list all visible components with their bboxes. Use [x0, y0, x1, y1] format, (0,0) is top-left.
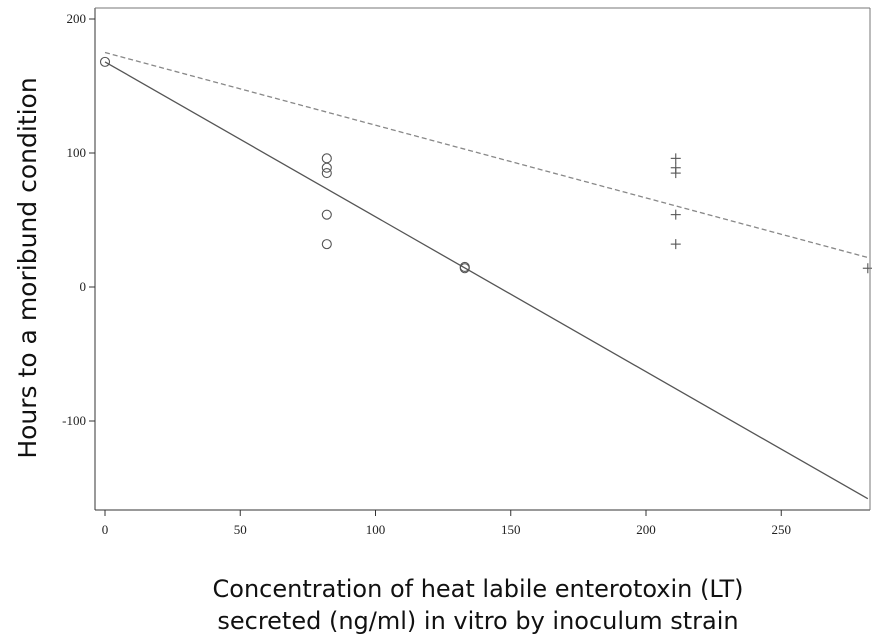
x-axis-title-line-2: secreted (ng/ml) in vitro by inoculum st…: [217, 607, 738, 635]
plus-point: [670, 153, 681, 164]
circle-point: [321, 168, 332, 179]
x-tick-label: 0: [102, 522, 109, 537]
y-tick-label: 200: [67, 11, 87, 26]
plus-point: [670, 239, 681, 250]
solid-fit-line: [104, 61, 869, 500]
dashed-fit-line: [104, 51, 868, 259]
x-tick-label: 100: [366, 522, 386, 537]
y-tick-label: -100: [62, 413, 86, 428]
y-axis-title: Hours to a moribund condition: [13, 77, 42, 458]
x-tick-label: 50: [234, 522, 247, 537]
circle-point: [321, 153, 332, 164]
circle-point: [459, 263, 470, 274]
data-points: [99, 56, 872, 274]
y-tick-label: 100: [67, 145, 87, 160]
circle-point: [321, 209, 332, 220]
plus-point: [862, 263, 872, 274]
x-axis-title-line-1: Concentration of heat labile enterotoxin…: [213, 575, 744, 603]
y-tick-label: 0: [80, 279, 87, 294]
plus-point: [670, 168, 681, 179]
axes: 0 50 100 150 200 250 200 100 0 -100: [62, 7, 871, 537]
x-tick-label: 200: [636, 522, 656, 537]
circle-point: [321, 162, 332, 173]
circle-point: [321, 239, 332, 250]
plus-point: [670, 209, 681, 220]
x-tick-label: 250: [772, 522, 792, 537]
fit-lines: [104, 51, 869, 500]
circle-point: [99, 56, 111, 67]
x-tick-label: 150: [501, 522, 521, 537]
